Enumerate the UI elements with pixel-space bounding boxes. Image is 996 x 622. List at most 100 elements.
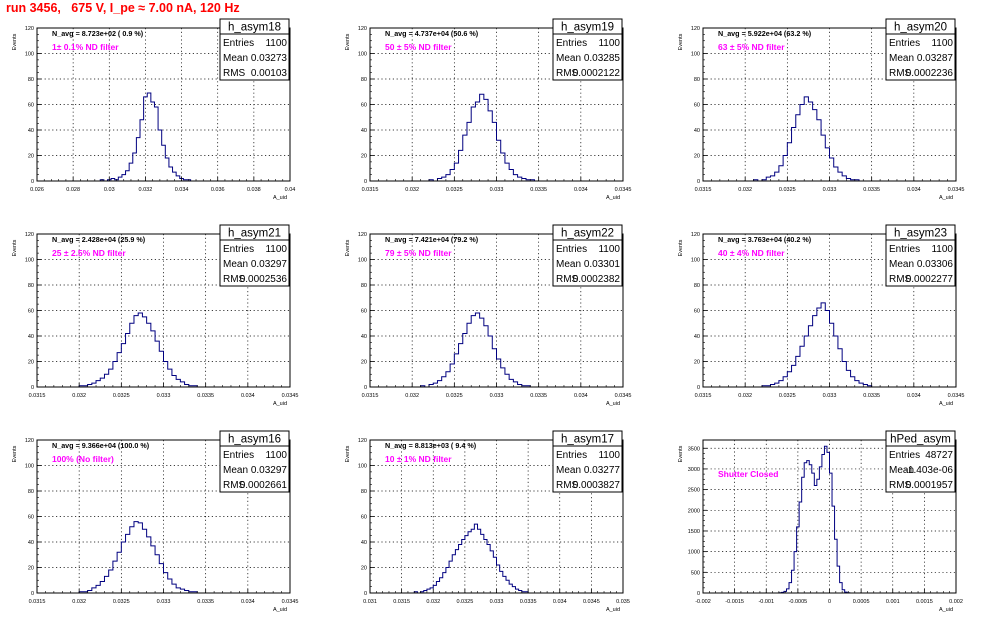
x-tick-label: 0.033 <box>157 599 171 605</box>
x-tick-label: 0.033 <box>490 393 504 399</box>
stats-entries-label: Entries <box>556 38 587 49</box>
stats-entries-value: 1100 <box>598 38 620 49</box>
x-tick-label: 0.034 <box>907 187 921 193</box>
navg-annotation: N_avg = 3.763e+04 (40.2 %) <box>718 235 812 244</box>
navg-annotation: N_avg = 9.366e+04 (100.0 %) <box>52 441 150 450</box>
y-tick-label: 40 <box>361 334 367 340</box>
y-tick-label: 20 <box>28 566 34 572</box>
x-tick-label: 0.0325 <box>779 393 796 399</box>
x-axis-label: A_uid <box>606 401 620 407</box>
y-tick-label: 80 <box>361 489 367 495</box>
x-tick-label: 0.04 <box>285 187 296 193</box>
x-tick-label: 0.03 <box>104 187 115 193</box>
x-tick-label: -0.002 <box>695 599 711 605</box>
stats-entries-value: 1100 <box>265 38 287 49</box>
x-tick-label: 0.032 <box>139 187 153 193</box>
x-tick-label: 0 <box>828 599 831 605</box>
stats-entries-label: Entries <box>223 450 254 461</box>
y-tick-label: 1000 <box>688 550 700 556</box>
stats-entries-value: 1100 <box>931 244 953 255</box>
stats-entries-label: Entries <box>223 38 254 49</box>
stats-rms-value: 0.0002536 <box>240 274 288 285</box>
histogram-line <box>761 302 873 387</box>
stats-rms-value: 0.0002661 <box>240 480 288 491</box>
histogram-panel-h_asym19: 0.0315 0.032 0.0325 0.033 0.0335 0.034 0.0345 0… <box>345 18 631 201</box>
stats-rms-value: 0.0002382 <box>573 274 621 285</box>
histogram-name: h_asym23 <box>894 228 947 240</box>
y-axis-label: Events <box>678 33 684 50</box>
y-tick-label: 60 <box>694 309 700 315</box>
x-tick-label: 0.035 <box>616 599 630 605</box>
y-tick-label: 2500 <box>688 488 700 494</box>
y-tick-label: 120 <box>691 232 700 238</box>
x-tick-label: 0.0325 <box>456 599 473 605</box>
x-tick-label: 0.0335 <box>530 393 547 399</box>
stats-rms-label: RMS <box>889 274 912 285</box>
stats-mean-label: Mean <box>556 53 581 64</box>
histogram-name: h_asym20 <box>894 22 947 34</box>
x-axis-label: A_uid <box>273 401 287 407</box>
histogram-panel-h_asym22: 0.0315 0.032 0.0325 0.033 0.0335 0.034 0.0345 0… <box>345 224 631 407</box>
navg-annotation: N_avg = 8.723e+02 ( 0.9 %) <box>52 29 144 38</box>
x-tick-label: 0.032 <box>405 187 419 193</box>
filter-annotation: 1± 0.1% ND filter <box>52 42 119 52</box>
histogram-line <box>420 312 531 388</box>
stats-box <box>552 430 623 493</box>
y-tick-label: 20 <box>28 154 34 160</box>
stats-entries-label: Entries <box>556 450 587 461</box>
y-tick-label: 100 <box>25 464 34 470</box>
navg-annotation: N_avg = 5.922e+04 (63.2 %) <box>718 29 812 38</box>
histogram-line <box>778 445 851 594</box>
x-tick-label: -0.001 <box>758 599 774 605</box>
x-tick-label: 0.0335 <box>520 599 537 605</box>
stats-rms-label: RMS <box>556 274 579 285</box>
stats-entries-value: 1100 <box>265 244 287 255</box>
histogram-name: h_asym16 <box>228 434 281 446</box>
y-tick-label: 20 <box>361 566 367 572</box>
stats-mean-value: 0.03287 <box>917 53 954 64</box>
y-tick-label: 120 <box>691 26 700 32</box>
x-tick-label: 0.032 <box>426 599 440 605</box>
x-tick-label: 0.032 <box>738 393 752 399</box>
histogram-line <box>78 312 198 387</box>
y-axis-label: Events <box>345 239 351 256</box>
stats-mean-value: 0.03285 <box>584 53 621 64</box>
y-tick-label: 40 <box>28 540 34 546</box>
x-tick-label: 0.0315 <box>362 393 379 399</box>
y-tick-label: 20 <box>28 360 34 366</box>
x-tick-label: 0.034 <box>241 393 255 399</box>
histogram-panel-h_asym20: 0.0315 0.032 0.0325 0.033 0.0335 0.034 0.0345 0… <box>678 18 964 201</box>
y-tick-label: 100 <box>25 52 34 58</box>
y-tick-label: 500 <box>691 570 700 576</box>
x-tick-label: 0.0335 <box>863 187 880 193</box>
x-tick-label: 0.0345 <box>282 599 299 605</box>
x-axis-label: A_uid <box>273 607 287 613</box>
navg-annotation: N_avg = 7.421e+04 (79.2 %) <box>385 235 479 244</box>
y-tick-label: 20 <box>694 154 700 160</box>
x-axis-label: A_uid <box>606 607 620 613</box>
y-tick-label: 120 <box>358 26 367 32</box>
histogram-panel-h_asym21: 0.0315 0.032 0.0325 0.033 0.0335 0.034 0.0345 0… <box>12 224 298 407</box>
x-tick-label: 0.0325 <box>113 393 130 399</box>
histogram-name: h_asym19 <box>561 22 614 34</box>
stats-mean-value: 0.03297 <box>251 259 288 270</box>
histogram-line <box>428 93 539 182</box>
stats-rms-label: RMS <box>889 480 912 491</box>
stats-box <box>885 224 956 287</box>
y-tick-label: 40 <box>28 128 34 134</box>
y-tick-label: 100 <box>358 258 367 264</box>
y-tick-label: 80 <box>361 283 367 289</box>
stats-mean-value: 0.03301 <box>584 259 621 270</box>
y-tick-label: 100 <box>691 258 700 264</box>
x-axis-label: A_uid <box>273 195 287 201</box>
y-tick-label: 80 <box>694 77 700 83</box>
histogram-name: h_asym17 <box>561 434 614 446</box>
x-axis-label: A_uid <box>939 607 953 613</box>
stats-rms-label: RMS <box>889 68 912 79</box>
run-title: run 3456, 675 V, I_pe ≈ 7.00 nA, 120 Hz <box>6 1 240 15</box>
x-tick-label: 0.0015 <box>916 599 933 605</box>
histogram-panel-h_asym23: 0.0315 0.032 0.0325 0.033 0.0335 0.034 0.0345 0… <box>678 224 964 407</box>
filter-annotation: 25 ± 2.5% ND filter <box>52 248 126 258</box>
navg-annotation: N_avg = 8.813e+03 ( 9.4 %) <box>385 441 477 450</box>
stats-box <box>552 224 623 287</box>
